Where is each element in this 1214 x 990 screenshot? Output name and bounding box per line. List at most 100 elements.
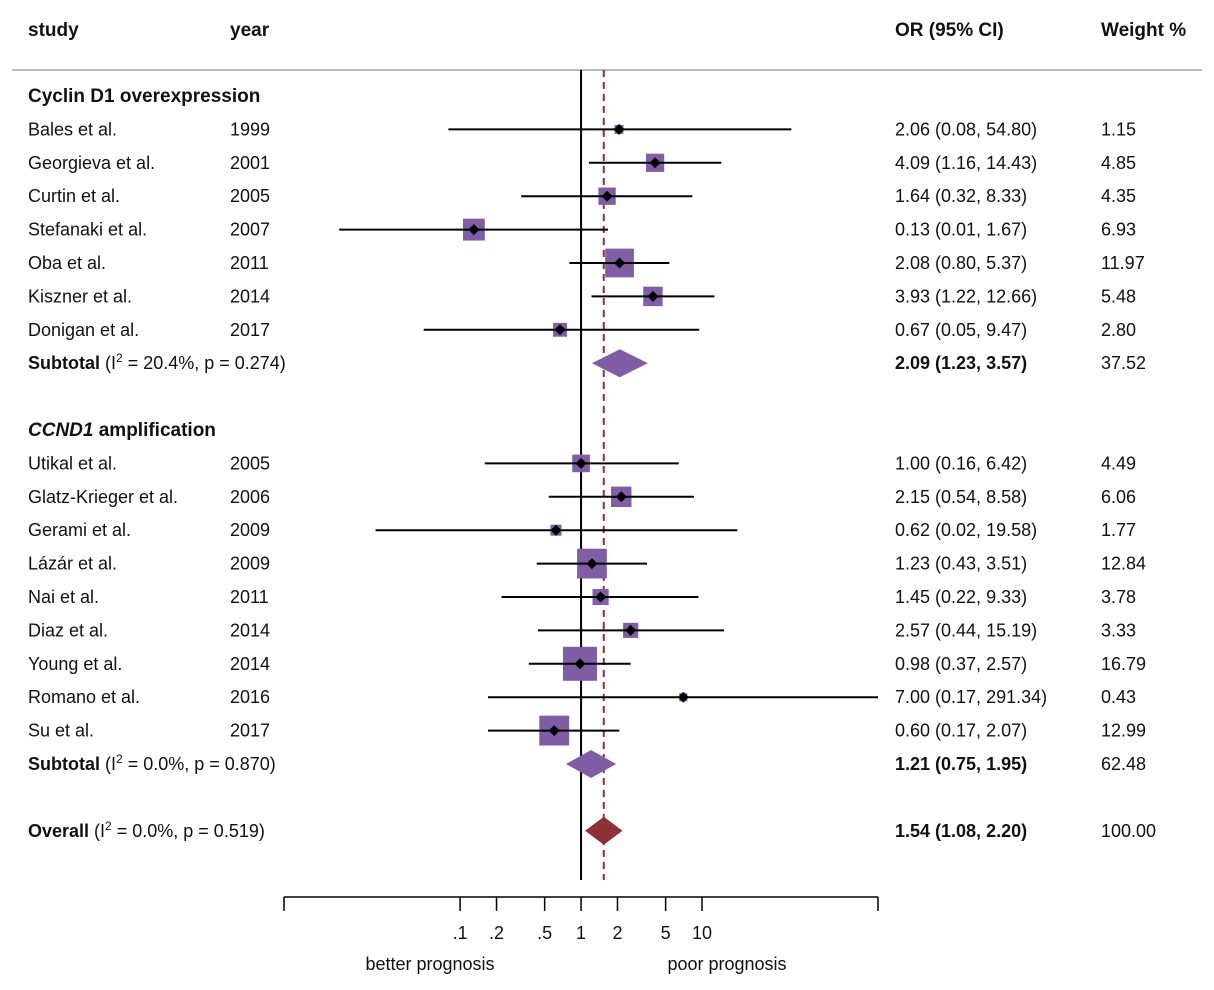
study-or-ci: 4.09 (1.16, 14.43) [895,153,1037,173]
subtotal-or-ci: 2.09 (1.23, 3.57) [895,353,1027,373]
study-year: 2014 [230,286,270,306]
study-year: 2011 [230,587,269,607]
study-name: Lázár et al. [28,554,117,574]
study-weight: 12.84 [1101,554,1146,574]
point-estimate [595,591,607,603]
study-or-ci: 0.13 (0.01, 1.67) [895,220,1027,240]
study-weight: 1.15 [1101,119,1136,139]
study-weight: 6.93 [1101,220,1136,240]
study-weight: 3.33 [1101,620,1136,640]
study-name: Su et al. [28,721,94,741]
study-or-ci: 0.62 (0.02, 19.58) [895,520,1037,540]
group-title: Cyclin D1 overexpression [28,86,260,107]
study-name: Utikal et al. [28,453,117,473]
direction-label-right: poor prognosis [667,954,786,974]
subtotal-diamond [591,349,648,378]
study-year: 2017 [230,721,270,741]
study-weight: 5.48 [1101,286,1136,306]
study-weight: 11.97 [1101,253,1145,273]
header-year: year [230,20,270,41]
subtotal-diamond [565,750,617,778]
axis-tick-label: 5 [661,923,671,943]
study-or-ci: 0.67 (0.05, 9.47) [895,320,1027,340]
study-or-ci: 0.98 (0.37, 2.57) [895,654,1027,674]
subtotal-label: Subtotal (I2 = 0.0%, p = 0.870) [28,752,276,774]
study-year: 2011 [230,253,269,273]
study-or-ci: 2.08 (0.80, 5.37) [895,253,1027,273]
study-weight: 16.79 [1101,654,1146,674]
axis-tick-label: 2 [612,923,622,943]
direction-label-left: better prognosis [365,954,494,974]
overall-diamond [585,816,623,845]
study-year: 2009 [230,520,270,540]
point-estimate [574,658,586,670]
subtotal-label: Subtotal (I2 = 20.4%, p = 0.274) [28,351,286,373]
axis-tick-label: 10 [692,923,712,943]
study-or-ci: 1.00 (0.16, 6.42) [895,453,1027,473]
study-rows: Cyclin D1 overexpression Bales et al. 1999… [28,86,1156,841]
study-weight: 0.43 [1101,687,1136,707]
subtotal-weight: 62.48 [1101,754,1146,774]
study-name: Oba et al. [28,253,106,273]
study-year: 2009 [230,554,270,574]
study-name: Kiszner et al. [28,286,132,306]
study-year: 2007 [230,220,270,240]
study-weight: 6.06 [1101,487,1136,507]
header-study: study [28,20,79,41]
point-estimate [586,558,598,570]
study-name: Bales et al. [28,119,117,139]
subtotal-weight: 37.52 [1101,353,1146,373]
point-estimate [550,524,562,536]
study-or-ci: 7.00 (0.17, 291.34) [895,687,1047,707]
group-title: CCND1 amplification [28,420,216,441]
overall-label: Overall (I2 = 0.0%, p = 0.519) [28,819,265,841]
study-year: 2014 [230,654,270,674]
study-name: Gerami et al. [28,520,131,540]
header-weight: Weight % [1101,20,1186,41]
point-estimate [625,624,637,636]
study-or-ci: 2.06 (0.08, 54.80) [895,119,1037,139]
study-weight: 2.80 [1101,320,1136,340]
study-year: 2006 [230,487,270,507]
study-weight: 1.77 [1101,520,1136,540]
overall-weight: 100.00 [1101,821,1156,841]
study-or-ci: 3.93 (1.22, 12.66) [895,286,1037,306]
study-year: 2005 [230,186,270,206]
point-estimate [613,123,625,135]
axis-tick-label: .2 [489,923,504,943]
study-name: Curtin et al. [28,186,120,206]
axis-tick-label: .1 [453,923,468,943]
column-headers: study year OR (95% CI) Weight % [28,20,1186,41]
study-weight: 4.85 [1101,153,1136,173]
point-estimate [647,290,659,302]
axis-tick-label: 1 [576,923,586,943]
study-weight: 12.99 [1101,721,1146,741]
study-or-ci: 2.15 (0.54, 8.58) [895,487,1027,507]
study-name: Romano et al. [28,687,140,707]
plot-marks [339,70,878,880]
study-name: Georgieva et al. [28,153,155,173]
subtotal-or-ci: 1.21 (0.75, 1.95) [895,754,1027,774]
point-estimate [468,224,480,236]
point-estimate [615,491,627,503]
study-year: 2001 [230,153,270,173]
study-or-ci: 0.60 (0.17, 2.07) [895,721,1027,741]
study-year: 2005 [230,453,270,473]
study-or-ci: 2.57 (0.44, 15.19) [895,620,1037,640]
overall-or-ci: 1.54 (1.08, 2.20) [895,821,1027,841]
study-weight: 4.49 [1101,453,1136,473]
study-weight: 3.78 [1101,587,1136,607]
study-or-ci: 1.64 (0.32, 8.33) [895,186,1027,206]
point-estimate [601,190,613,202]
study-name: Nai et al. [28,587,99,607]
study-name: Diaz et al. [28,620,108,640]
header-or-ci: OR (95% CI) [895,20,1004,41]
study-name: Glatz-Krieger et al. [28,487,178,507]
point-estimate [677,691,689,703]
point-estimate [554,324,566,336]
x-axis: .1 .2 .5 1 2 5 10 better prognosis poor prognosi… [283,896,879,974]
study-or-ci: 1.23 (0.43, 3.51) [895,554,1027,574]
study-or-ci: 1.45 (0.22, 9.33) [895,587,1027,607]
study-year: 2014 [230,620,270,640]
